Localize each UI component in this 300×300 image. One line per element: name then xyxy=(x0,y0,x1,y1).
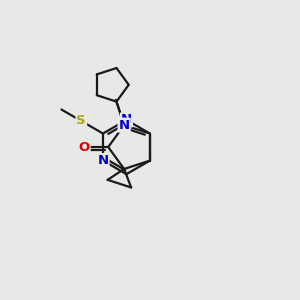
Text: O: O xyxy=(78,141,90,154)
Text: N: N xyxy=(118,118,130,132)
Text: N: N xyxy=(98,154,109,167)
Text: N: N xyxy=(121,113,132,127)
Text: S: S xyxy=(76,115,86,128)
